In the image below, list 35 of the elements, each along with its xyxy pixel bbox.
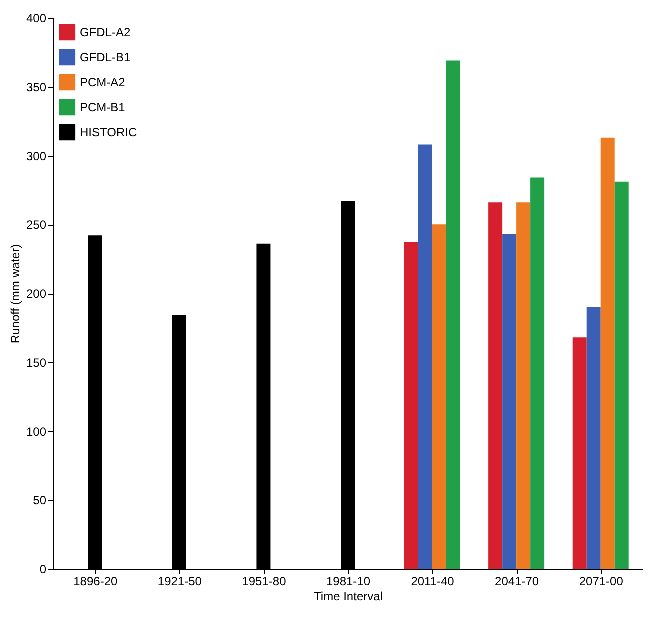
legend-label: GFDL-A2: [80, 26, 132, 40]
x-tick-label: 2071-00: [579, 574, 624, 588]
y-tick-label: 150: [26, 356, 47, 370]
bar: [404, 242, 418, 569]
y-tick-label: 100: [26, 424, 47, 439]
x-tick-label: 2041-70: [495, 574, 540, 588]
x-tick-label: 1981-10: [326, 574, 371, 588]
y-axis-title: Runoff (mm water): [8, 244, 22, 344]
bar: [516, 202, 531, 569]
bar: [502, 234, 517, 569]
x-tick-label: 1951-80: [242, 574, 287, 588]
x-tick-label: 1896-20: [74, 574, 118, 588]
bar: [446, 60, 460, 569]
x-tick-label: 2011-40: [411, 574, 455, 588]
bar: [530, 178, 545, 569]
bar: [488, 202, 503, 569]
x-axis-title: Time Interval: [314, 590, 383, 604]
y-tick-label: 400: [26, 12, 47, 26]
y-tick-label: 250: [26, 218, 47, 232]
bar: [418, 144, 432, 569]
x-tick-label: 1921-50: [158, 574, 202, 588]
bar: [586, 307, 601, 569]
bar: [600, 138, 615, 569]
bar: [614, 182, 629, 569]
y-tick-label: 200: [26, 287, 47, 301]
y-tick-label: 350: [26, 80, 47, 94]
bar: [432, 224, 446, 569]
legend-label: PCM-A2: [80, 76, 126, 90]
y-tick-label: 0: [40, 562, 47, 576]
legend-label: HISTORIC: [80, 126, 138, 140]
bar: [572, 338, 587, 569]
legend-label: GFDL-B1: [80, 50, 132, 64]
y-tick-label: 300: [26, 149, 47, 164]
legend-label: PCM-B1: [80, 100, 126, 114]
y-tick-label: 50: [33, 494, 47, 508]
